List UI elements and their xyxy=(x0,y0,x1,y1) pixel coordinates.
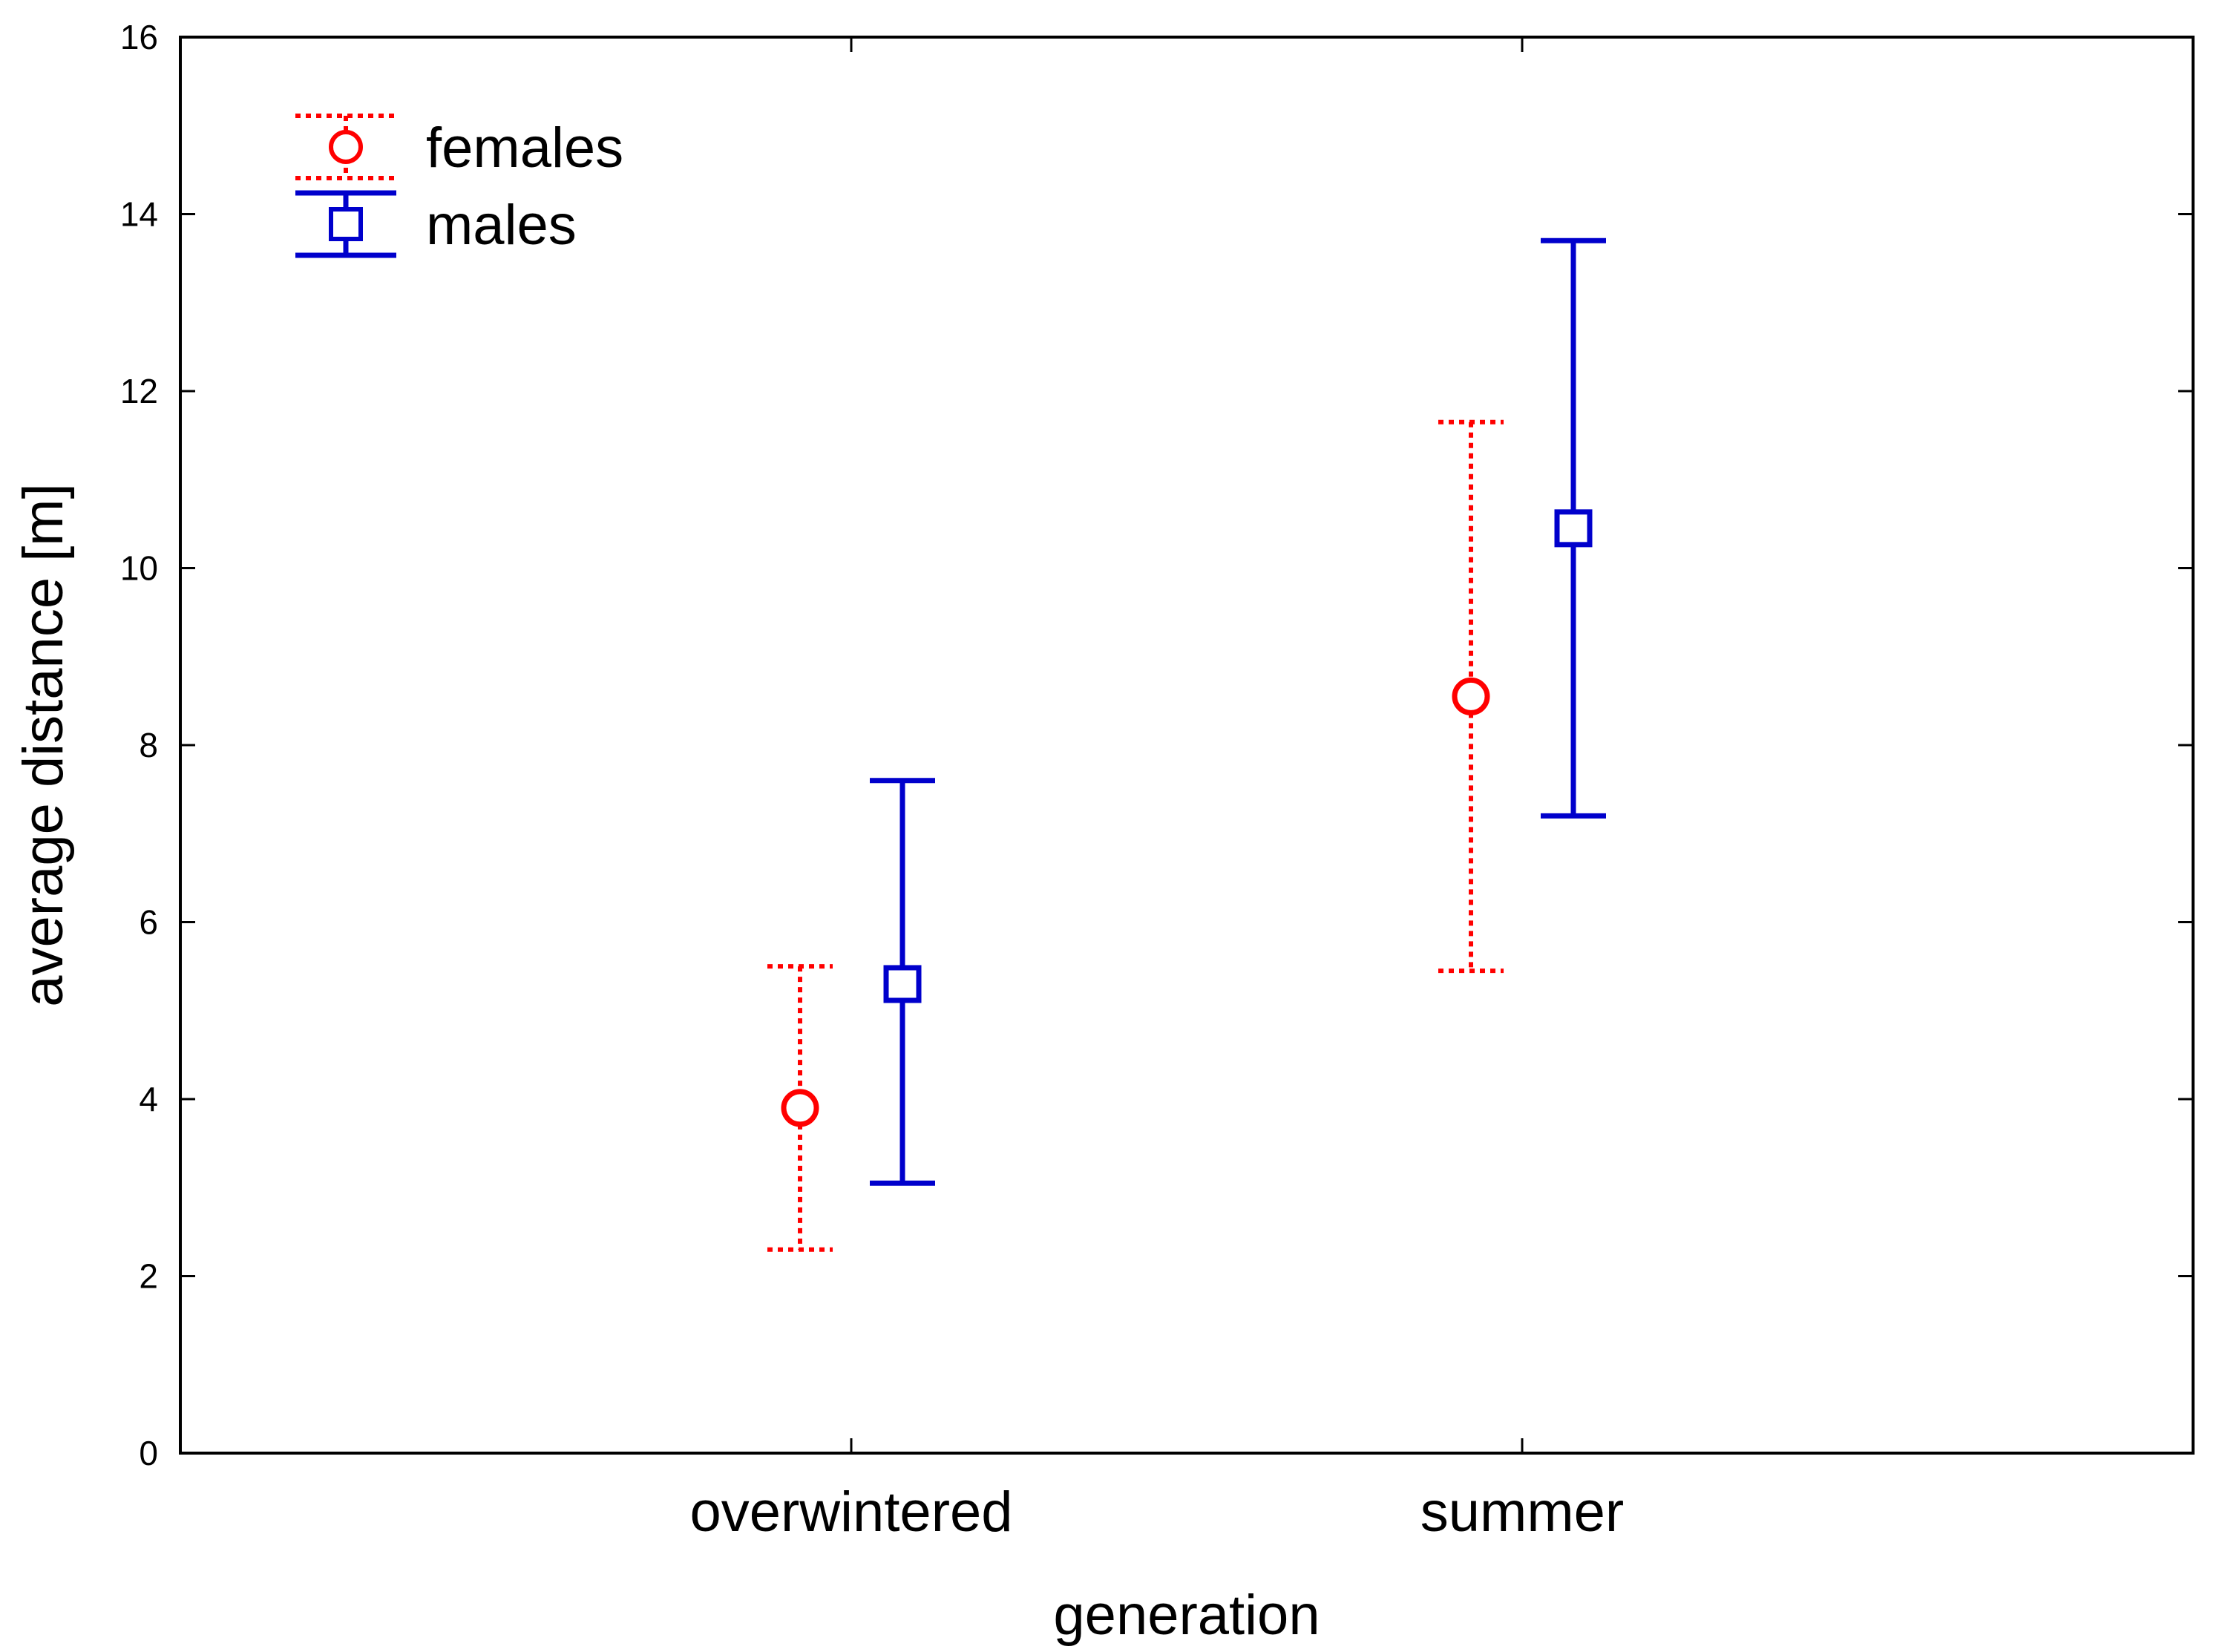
legend-entry-males: males xyxy=(295,190,577,258)
y-tick-label: 4 xyxy=(139,1080,158,1118)
y-tick-label: 16 xyxy=(120,18,158,56)
data-point xyxy=(1554,509,1593,548)
legend: females males xyxy=(295,114,623,258)
y-axis: 0 2 4 6 8 10 12 14 16 xyxy=(120,18,2193,1472)
x-tick-label: overwintered xyxy=(689,1481,1012,1544)
x-axis-title: generation xyxy=(1053,1584,1320,1647)
y-tick-label: 10 xyxy=(120,549,158,588)
y-tick-label: 14 xyxy=(120,195,158,234)
x-tick-label: summer xyxy=(1420,1481,1624,1544)
data-point xyxy=(1452,677,1490,715)
y-axis-title: average distance [m] xyxy=(12,483,75,1007)
y-tick-label: 0 xyxy=(139,1434,158,1472)
y-tick-label: 12 xyxy=(120,372,158,410)
series-males xyxy=(870,237,1606,1186)
data-point xyxy=(781,1089,819,1127)
series-females xyxy=(767,419,1504,1252)
legend-marker xyxy=(329,130,363,164)
y-tick-label: 2 xyxy=(139,1257,158,1296)
plot-elements xyxy=(767,237,1606,1252)
x-axis: overwintered summer xyxy=(689,37,1624,1544)
legend-entry-females: females xyxy=(295,114,623,180)
y-tick-label: 8 xyxy=(139,726,158,764)
legend-label: females xyxy=(426,117,623,180)
legend-label: males xyxy=(426,194,577,257)
data-point xyxy=(883,965,922,1003)
y-tick-label: 6 xyxy=(139,903,158,942)
legend-marker xyxy=(329,207,363,241)
